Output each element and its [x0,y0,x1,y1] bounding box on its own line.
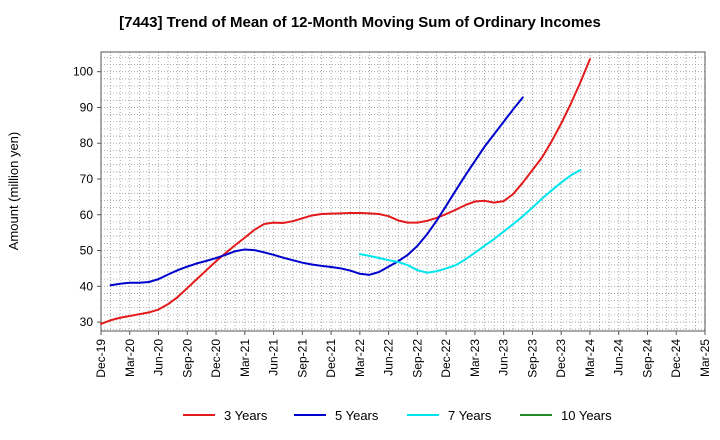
y-tick-label: 50 [80,244,94,258]
x-tick-label: Mar-22 [353,339,367,377]
legend-label: 5 Years [335,408,379,423]
legend-label: 7 Years [448,408,492,423]
x-tick-label: Mar-25 [698,339,712,377]
x-tick-label: Sep-22 [410,339,424,378]
x-tick-label: Jun-22 [382,339,396,376]
axes [100,51,706,332]
chart-title: [7443] Trend of Mean of 12-Month Moving … [119,14,601,31]
y-tick-label: 70 [80,172,94,186]
x-tick-label: Mar-21 [238,339,252,377]
x-tick-label: Sep-21 [295,339,309,378]
plot-frame [100,51,706,332]
x-tick-label: Dec-23 [554,339,568,378]
x-tick-label: Dec-21 [324,339,338,378]
x-tick-label: Jun-24 [612,339,626,376]
series-line-3-years [100,58,591,325]
grid-lines [101,52,705,331]
x-tick-label: Sep-23 [525,339,539,378]
x-tick-label: Jun-23 [497,339,511,376]
x-tick-label: Mar-20 [123,339,137,377]
x-tick-label: Jun-21 [267,339,281,376]
y-tick-label: 40 [80,279,94,293]
x-tick-label: Dec-22 [439,339,453,378]
x-tick-label: Sep-20 [180,339,194,378]
y-tick-label: 80 [80,136,94,150]
x-tick-label: Dec-24 [669,339,683,378]
x-tick-label: Dec-20 [209,339,223,378]
tick-labels: 30 40 50 60 70 80 90 100 Dec-19 Mar-20 Jun-20 Sep-2… [73,65,712,378]
x-tick-label: Mar-23 [468,339,482,377]
x-tick-label: Jun-20 [152,339,166,376]
legend-label: 3 Years [224,408,268,423]
y-tick-label: 90 [80,100,94,114]
legend: 3 Years 5 Years 7 Years 10 Years [183,408,612,423]
x-tick-label: Mar-24 [583,339,597,377]
y-tick-label: 100 [73,65,93,79]
series-line-5-years [109,96,524,287]
x-tick-label: Sep-24 [640,339,654,378]
legend-label: 10 Years [561,408,612,423]
series-lines [100,58,591,325]
series-line-7-years [358,169,582,274]
y-tick-label: 30 [80,315,94,329]
x-tick-label: Dec-19 [94,339,108,378]
y-tick-label: 60 [80,208,94,222]
y-axis-label: Amount (million yen) [6,132,21,251]
